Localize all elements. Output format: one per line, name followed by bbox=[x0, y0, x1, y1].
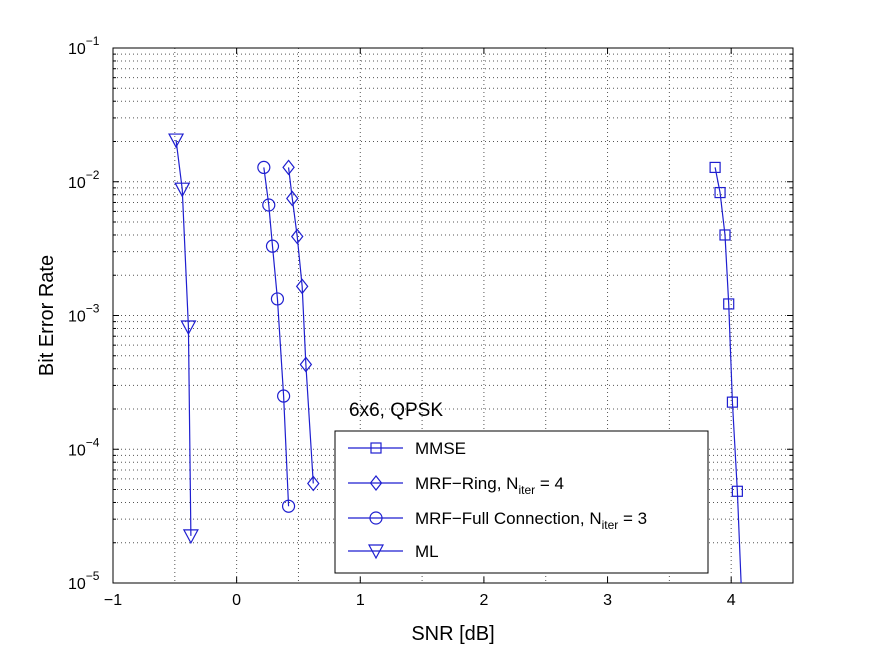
data-point-diamond bbox=[299, 356, 313, 373]
data-point-circle bbox=[262, 198, 276, 212]
legend-item: MRF−Full Connection, Niter = 3 bbox=[348, 509, 647, 532]
data-point-diamond bbox=[369, 475, 383, 491]
x-axis-label: SNR [dB] bbox=[411, 623, 494, 645]
y-tick-label: 10−5 bbox=[68, 569, 100, 593]
data-point-square bbox=[726, 396, 739, 408]
data-point-triangle bbox=[168, 133, 185, 149]
data-point-diamond bbox=[290, 228, 304, 245]
data-point-circle bbox=[281, 499, 296, 513]
data-point-circle bbox=[270, 292, 285, 306]
x-tick-label: 2 bbox=[479, 592, 488, 609]
y-tick-label: 10−3 bbox=[68, 302, 100, 326]
data-point-diamond bbox=[282, 159, 295, 176]
legend-label: MMSE bbox=[415, 439, 466, 458]
series-triangle-down bbox=[168, 133, 199, 545]
x-tick-label: 4 bbox=[727, 592, 736, 609]
legend-box bbox=[334, 430, 709, 574]
x-tick-label: 3 bbox=[603, 592, 612, 609]
data-point-diamond bbox=[286, 190, 299, 207]
data-point-square bbox=[723, 298, 735, 310]
y-tick-label: 10−1 bbox=[68, 34, 100, 58]
series-line bbox=[175, 139, 192, 536]
data-point-triangle bbox=[180, 320, 197, 336]
data-point-triangle bbox=[367, 544, 385, 560]
legend-item: MMSE bbox=[348, 439, 466, 458]
legend-label: ML bbox=[415, 542, 439, 561]
legend-label: MRF−Ring, Niter = 4 bbox=[415, 474, 564, 497]
data-point-square bbox=[709, 161, 721, 174]
y-tick-label: 10−2 bbox=[68, 168, 100, 192]
x-tick-label: −1 bbox=[104, 592, 122, 609]
x-tick-label: 1 bbox=[356, 592, 365, 609]
y-tick-label: 10−4 bbox=[68, 435, 100, 459]
legend-item: ML bbox=[348, 542, 439, 561]
data-point-triangle bbox=[182, 529, 199, 545]
data-point-square bbox=[731, 485, 743, 497]
legend: MMSE MRF−Ring, Niter = 4 MRF−Full Connecti… bbox=[334, 430, 709, 574]
data-point-diamond bbox=[307, 475, 320, 492]
data-point-circle bbox=[277, 389, 291, 403]
series-circle bbox=[257, 160, 296, 513]
data-point-triangle bbox=[174, 182, 191, 198]
series-line bbox=[287, 167, 314, 484]
data-series bbox=[168, 133, 743, 583]
axis-ticks: −1 0 1 2 3 4 10−1 10−2 10−3 10−4 10−5 bbox=[68, 34, 793, 609]
data-point-diamond bbox=[295, 278, 309, 295]
data-point-circle bbox=[257, 160, 271, 175]
x-tick-label: 0 bbox=[232, 592, 241, 609]
legend-item: MRF−Ring, Niter = 4 bbox=[348, 474, 564, 497]
y-axis-label: Bit Error Rate bbox=[36, 255, 58, 376]
chart-annotation: 6x6, QPSK bbox=[349, 400, 443, 421]
data-point-square bbox=[719, 229, 731, 241]
legend-label: MRF−Full Connection, Niter = 3 bbox=[415, 509, 647, 532]
data-point-square bbox=[370, 442, 382, 454]
series-line bbox=[714, 167, 742, 583]
data-point-circle bbox=[369, 511, 383, 525]
series-diamond bbox=[282, 159, 320, 492]
data-point-circle bbox=[265, 239, 280, 253]
series-line bbox=[263, 167, 290, 507]
series-square bbox=[709, 161, 743, 583]
data-point-square bbox=[714, 186, 726, 199]
